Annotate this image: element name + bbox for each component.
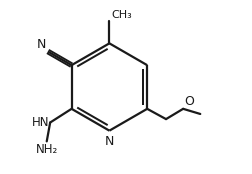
Text: N: N — [104, 135, 114, 148]
Text: HN: HN — [32, 116, 49, 129]
Text: CH₃: CH₃ — [111, 10, 131, 20]
Text: N: N — [37, 38, 46, 51]
Text: O: O — [183, 95, 193, 108]
Text: NH₂: NH₂ — [36, 143, 58, 156]
